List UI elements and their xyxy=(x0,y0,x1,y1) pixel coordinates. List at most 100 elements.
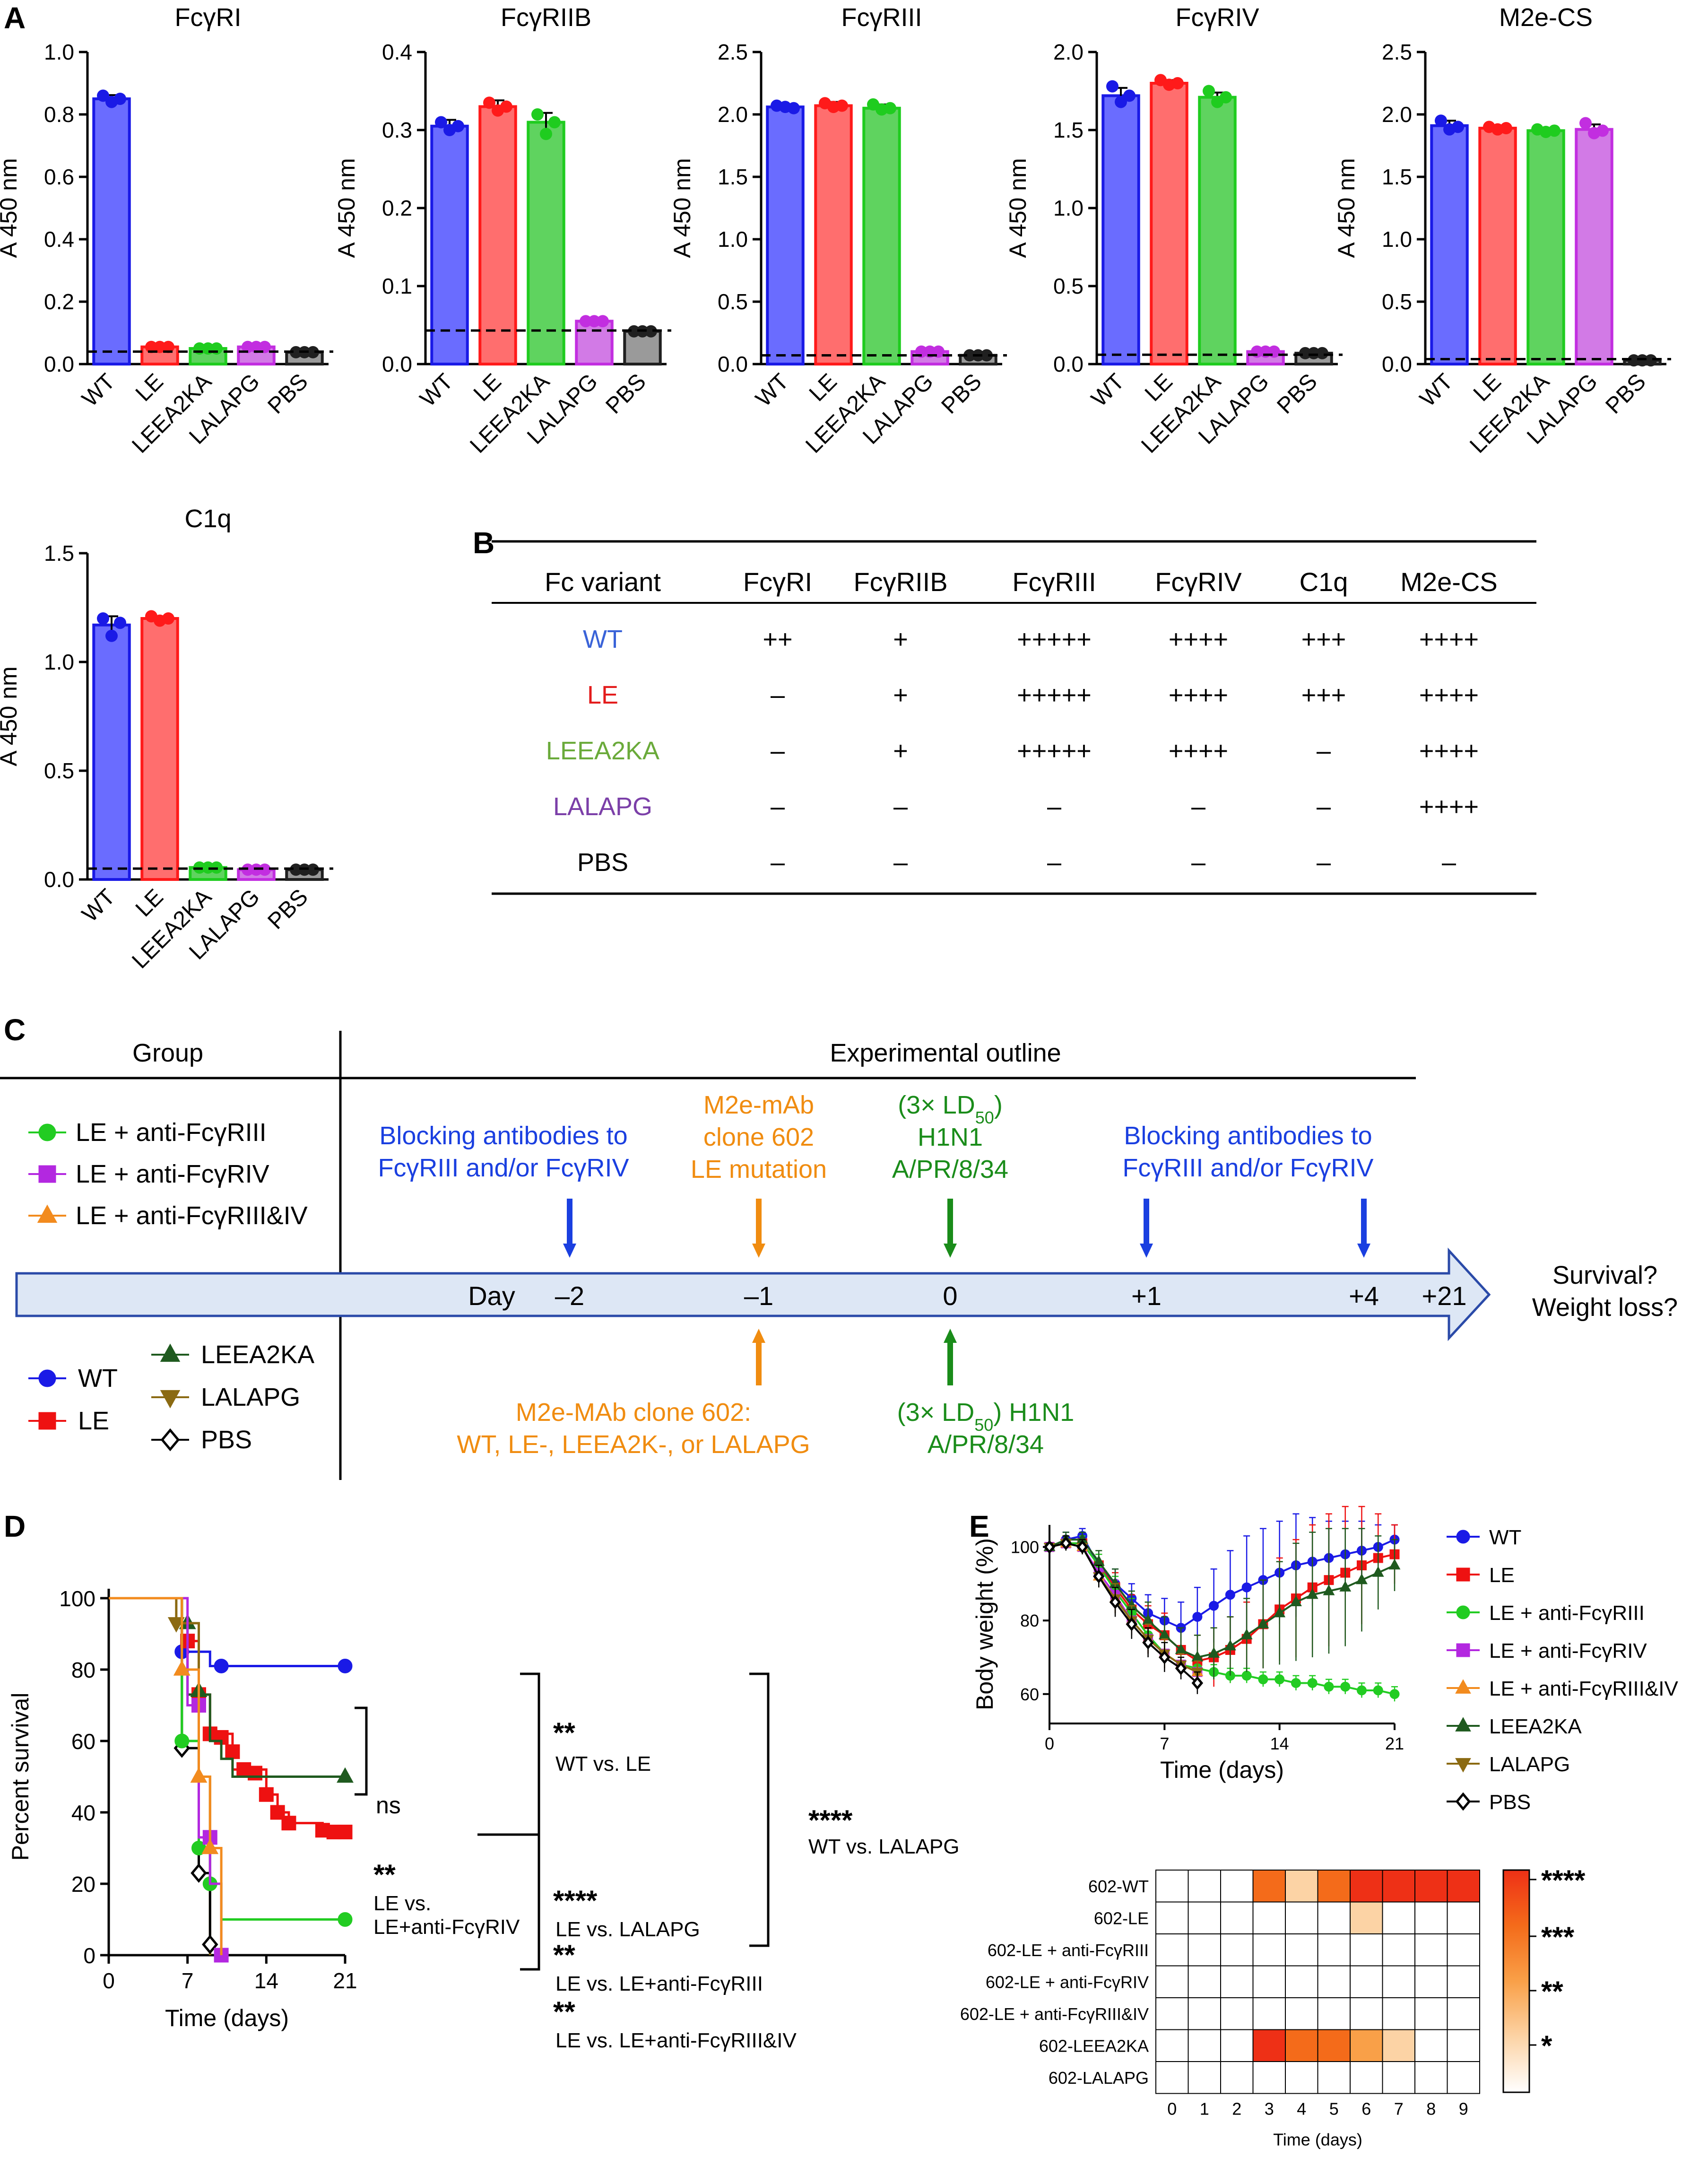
category-label: LE xyxy=(1140,369,1178,406)
category-label: LE xyxy=(805,369,842,406)
heatmap-cell xyxy=(1350,1965,1383,1998)
legend-label: LE + anti-FcγRIII xyxy=(1489,1601,1645,1625)
sig-text: WT vs. LALAPG xyxy=(808,1835,960,1858)
y-axis-label: A 450 nm xyxy=(0,666,22,766)
table-cell: ++++ xyxy=(1419,681,1479,709)
sig-text: LE vs. LE+anti-FcγRIII xyxy=(555,1972,763,1995)
y-axis-label: A 450 nm xyxy=(0,158,22,258)
note-line: LE mutation xyxy=(691,1155,827,1184)
table-cell: + xyxy=(893,737,908,765)
heatmap-cell xyxy=(1382,2029,1415,2062)
heatmap-cell xyxy=(1317,1933,1351,1967)
legend-label: LALAPG xyxy=(1489,1753,1570,1776)
heatmap-cell xyxy=(1252,1901,1286,1934)
legend-label: LE + anti-FcγRIII&IV xyxy=(76,1201,308,1230)
data-point xyxy=(1115,96,1127,108)
y-tick-label: 2.5 xyxy=(718,40,748,64)
heatmap-cell xyxy=(1220,1870,1254,1903)
bar xyxy=(1198,96,1237,366)
y-axis-label: Percent survival xyxy=(7,1693,34,1861)
heatmap-cell xyxy=(1382,1965,1415,1998)
category-label: PBS xyxy=(601,369,650,418)
weight-line xyxy=(1049,1542,1395,1662)
y-tick-label: 60 xyxy=(71,1729,95,1754)
data-point xyxy=(307,346,319,358)
bar xyxy=(527,121,565,366)
data-point xyxy=(1106,80,1118,93)
y-tick-label: 0.4 xyxy=(44,227,74,252)
x-tick-label: 14 xyxy=(1270,1734,1289,1753)
sig-text: WT vs. LE xyxy=(555,1752,651,1775)
heatmap-cell xyxy=(1252,1997,1286,2030)
legend-label: WT xyxy=(78,1364,118,1392)
heatmap-cell xyxy=(1188,2029,1221,2062)
legend-marker xyxy=(1456,1605,1470,1619)
data-point xyxy=(980,349,993,362)
bar xyxy=(766,105,805,366)
legend-label: PBS xyxy=(201,1426,252,1454)
note-mab: M2e-mAb clone 602 LE mutation xyxy=(691,1091,827,1184)
arrow-head xyxy=(752,1329,765,1343)
day-tick: –2 xyxy=(555,1281,584,1311)
heatmap-cell xyxy=(1350,1870,1383,1903)
legend-marker xyxy=(1455,1758,1471,1773)
weight-point xyxy=(1159,1650,1170,1664)
table-cell: ++ xyxy=(763,625,792,653)
survival-point xyxy=(259,1787,274,1802)
survival-point xyxy=(338,1825,353,1840)
arrow-head xyxy=(563,1244,576,1258)
survival-point xyxy=(191,1863,207,1883)
day-tick: +4 xyxy=(1349,1281,1379,1311)
table-header: Fc variant xyxy=(545,567,661,597)
sig-text: LE+anti-FcγRIV xyxy=(373,1915,520,1939)
table-cell: – xyxy=(1047,792,1061,821)
survival-point xyxy=(173,1660,191,1676)
heatmap-row-label: 602-LE + anti-FcγRIII xyxy=(988,1941,1149,1960)
weight-point xyxy=(1225,1590,1235,1600)
heatmap-cell xyxy=(1220,1933,1254,1967)
arrow-head xyxy=(944,1329,957,1343)
bar xyxy=(814,104,853,366)
table-cell: – xyxy=(1047,848,1061,877)
survival-point xyxy=(337,1767,354,1783)
data-point xyxy=(290,863,302,876)
y-axis-label: A 450 nm xyxy=(333,158,360,258)
weight-point xyxy=(1372,1566,1384,1577)
heatmap-col-label: 8 xyxy=(1426,2099,1436,2119)
data-point xyxy=(1596,124,1609,137)
binding-table: Fc variant FcγRI FcγRIIB FcγRIII FcγRIV C1q M2… xyxy=(492,540,1536,895)
sig-text: LE vs. LE+anti-FcγRIII&IV xyxy=(555,2029,797,2052)
y-axis-label: A 450 nm xyxy=(1005,158,1031,258)
heatmap-row-label: 602-LE + anti-FcγRIII&IV xyxy=(960,2004,1149,2024)
heatmap-cell xyxy=(1155,1997,1189,2030)
chart-title: FcγRIV xyxy=(1175,3,1259,32)
legend-marker xyxy=(1455,1717,1471,1732)
bar-chart-fcgri: FcγRIA 450 nm0.00.20.40.60.81.0WTLELEEA2… xyxy=(0,3,333,458)
x-tick-label: 7 xyxy=(1160,1734,1169,1753)
heatmap-cell xyxy=(1414,1870,1448,1903)
y-tick-label: 0.3 xyxy=(382,118,412,142)
note-part: (3× LD xyxy=(897,1398,975,1427)
legend-label: LE xyxy=(1489,1564,1515,1587)
panel-label-d: D xyxy=(4,1509,26,1543)
arrow-head xyxy=(752,1244,765,1258)
data-point xyxy=(145,340,157,353)
x-tick-label: 7 xyxy=(182,1968,194,1993)
category-label: LE xyxy=(131,884,168,922)
data-point xyxy=(836,99,848,112)
heatmap-col-label: 3 xyxy=(1265,2099,1274,2119)
heatmap-cell xyxy=(1350,2061,1383,2094)
legend-marker xyxy=(160,1428,180,1452)
data-point xyxy=(1500,122,1512,135)
table-header: FcγRI xyxy=(743,567,812,597)
heatmap-cell xyxy=(1252,1965,1286,1998)
heatmap-cell xyxy=(1350,1997,1383,2030)
legend-marker xyxy=(38,1369,56,1387)
survival-point xyxy=(225,1744,240,1759)
y-tick-label: 2.0 xyxy=(1382,102,1412,127)
data-point xyxy=(202,861,214,874)
weight-point xyxy=(1339,1581,1352,1592)
